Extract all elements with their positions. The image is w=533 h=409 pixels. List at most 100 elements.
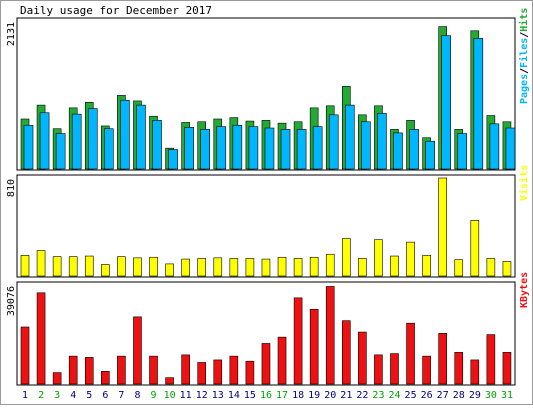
bar-kbytes-day-31 — [502, 352, 512, 385]
bar-visits-day-30 — [486, 258, 496, 277]
bar-kbytes-day-14 — [229, 355, 239, 385]
bar-visits-day-5 — [84, 255, 94, 277]
bar-kbytes-day-20 — [325, 286, 335, 385]
bar-visits-day-13 — [213, 257, 223, 277]
bar-kbytes-day-22 — [358, 331, 367, 385]
bar-visits-day-18 — [293, 258, 303, 277]
x-tick-label-day-14: 14 — [228, 390, 240, 401]
bar-files-day-10 — [168, 149, 178, 170]
bar-visits-day-10 — [165, 263, 174, 277]
bar-visits-day-25 — [406, 241, 415, 277]
bar-files-day-21 — [344, 104, 355, 170]
legend-part: Visits — [518, 165, 530, 201]
legend-part: Pages — [519, 74, 530, 104]
bar-files-day-2 — [39, 112, 50, 170]
bar-files-day-23 — [377, 113, 387, 170]
bar-visits-day-28 — [454, 259, 464, 277]
bar-files-day-17 — [280, 129, 291, 170]
bar-kbytes-day-3 — [52, 372, 62, 385]
bar-files-day-9 — [152, 120, 162, 170]
bar-visits-day-29 — [470, 220, 480, 277]
bar-visits-day-26 — [422, 255, 431, 277]
bar-visits-day-16 — [261, 258, 271, 277]
bar-visits-day-14 — [229, 258, 239, 277]
bar-kbytes-day-9 — [149, 355, 158, 385]
legend-pages-files-hits: Pages/Files/Hits — [518, 8, 530, 104]
bar-files-day-12 — [200, 129, 211, 170]
bar-kbytes-day-19 — [309, 308, 319, 385]
bar-visits-day-24 — [390, 255, 399, 277]
x-tick-label-day-22: 22 — [356, 390, 368, 401]
x-tick-label-day-18: 18 — [292, 390, 304, 401]
x-tick-label-day-27: 27 — [437, 390, 449, 401]
bar-kbytes-day-30 — [486, 334, 496, 385]
bar-kbytes-day-25 — [406, 322, 415, 385]
bar-files-day-18 — [296, 129, 307, 170]
bar-files-day-19 — [312, 126, 323, 170]
x-tick-label-day-10: 10 — [164, 390, 176, 401]
panel-frame-visits — [16, 174, 516, 278]
bar-visits-day-21 — [341, 238, 351, 277]
bar-files-day-4 — [71, 113, 82, 170]
bar-visits-day-19 — [309, 256, 319, 277]
bar-files-day-16 — [264, 127, 275, 170]
bar-kbytes-day-6 — [101, 371, 110, 385]
bar-kbytes-day-28 — [454, 352, 464, 385]
bar-visits-day-11 — [181, 258, 190, 277]
bar-kbytes-day-13 — [213, 359, 223, 385]
bar-kbytes-day-2 — [36, 292, 46, 385]
bar-files-day-27 — [441, 35, 451, 170]
x-tick-label-day-16: 16 — [260, 390, 272, 401]
x-tick-label-day-30: 30 — [485, 390, 497, 401]
x-tick-label-day-28: 28 — [453, 390, 465, 401]
x-tick-label-day-2: 2 — [38, 390, 44, 401]
bar-kbytes-day-15 — [245, 360, 255, 385]
bar-files-day-30 — [489, 123, 500, 170]
x-tick-label-day-24: 24 — [388, 390, 400, 401]
bar-kbytes-day-7 — [117, 355, 126, 385]
bar-visits-day-6 — [101, 264, 110, 277]
bar-visits-day-12 — [197, 258, 207, 277]
bar-files-day-22 — [361, 121, 371, 170]
bar-files-day-15 — [248, 126, 259, 170]
x-tick-label-day-5: 5 — [86, 390, 92, 401]
bar-visits-day-15 — [245, 258, 255, 277]
x-tick-label-day-12: 12 — [196, 390, 208, 401]
bar-visits-day-31 — [502, 261, 512, 277]
x-tick-label-day-29: 29 — [469, 390, 481, 401]
bar-files-day-26 — [425, 140, 435, 170]
bar-kbytes-day-27 — [438, 333, 447, 385]
bar-files-day-3 — [55, 133, 66, 170]
bar-files-day-7 — [120, 99, 130, 170]
bar-files-day-31 — [505, 127, 516, 170]
bar-visits-day-20 — [325, 253, 335, 277]
legend-part: Hits — [518, 8, 530, 32]
x-tick-label-day-31: 31 — [501, 390, 513, 401]
x-tick-label-day-23: 23 — [372, 390, 384, 401]
bar-kbytes-day-12 — [197, 362, 207, 385]
y-max-label-kbytes: 39076 — [6, 286, 17, 316]
bar-visits-day-22 — [358, 258, 367, 277]
x-tick-label-day-20: 20 — [324, 390, 336, 401]
bar-files-day-28 — [457, 133, 468, 170]
x-tick-label-day-13: 13 — [212, 390, 224, 401]
bar-kbytes-day-26 — [422, 355, 431, 385]
bar-visits-day-23 — [374, 239, 383, 277]
bar-kbytes-day-17 — [277, 336, 287, 385]
bar-files-day-14 — [232, 124, 243, 170]
legend-visits: Visits — [518, 165, 530, 201]
legend-part: / — [519, 32, 530, 38]
bar-kbytes-day-29 — [470, 359, 480, 385]
x-tick-label-day-17: 17 — [276, 390, 288, 401]
x-tick-label-day-6: 6 — [102, 390, 108, 401]
bar-visits-day-1 — [20, 255, 30, 277]
bar-kbytes-day-23 — [374, 354, 383, 385]
bar-kbytes-day-1 — [20, 326, 30, 385]
bar-kbytes-day-5 — [84, 357, 94, 385]
bar-files-day-5 — [87, 108, 98, 170]
legend-part: / — [519, 68, 530, 74]
y-max-label-visits: 810 — [6, 179, 17, 197]
bar-visits-day-7 — [117, 256, 126, 277]
